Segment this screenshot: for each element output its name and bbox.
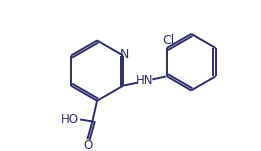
Text: O: O <box>83 138 92 151</box>
Text: N: N <box>120 48 129 61</box>
Text: Cl: Cl <box>163 34 175 47</box>
Text: HN: HN <box>136 74 154 87</box>
Text: HO: HO <box>61 113 79 126</box>
